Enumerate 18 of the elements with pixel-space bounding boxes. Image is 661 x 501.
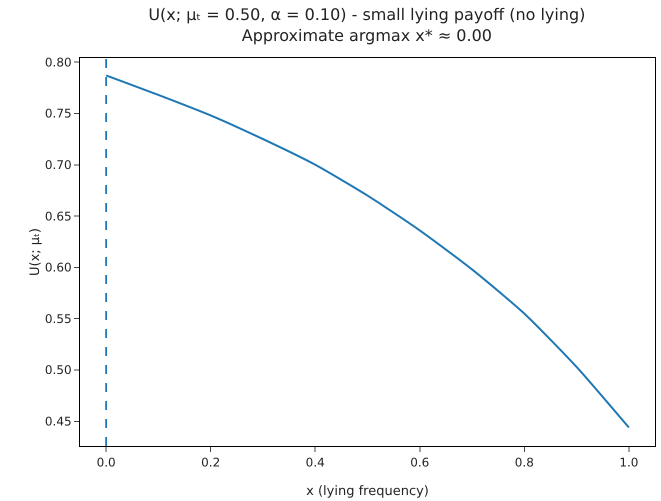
y-tick-label: 0.70 (44, 158, 72, 172)
y-tick-label: 0.45 (44, 414, 72, 429)
y-axis-title: U(x; μₜ) (28, 228, 43, 276)
x-tick-label: 0.2 (201, 455, 220, 470)
chart-subtitle: Approximate argmax x* ≈ 0.00 (242, 26, 492, 45)
y-tick-label: 0.55 (44, 312, 72, 326)
y-tick-label: 0.65 (44, 209, 72, 224)
y-tick-label: 0.80 (44, 55, 72, 70)
x-tick-label: 0.8 (514, 455, 534, 470)
y-tick-label: 0.75 (44, 106, 72, 121)
x-axis-title: x (lying frequency) (306, 484, 429, 499)
y-tick-label: 0.50 (44, 363, 72, 378)
chart-title: U(x; μₜ = 0.50, α = 0.10) - small lying payoff (no lying) (148, 5, 586, 24)
x-tick-label: 0.4 (306, 455, 325, 470)
x-tick-label: 0.0 (96, 455, 116, 470)
x-tick-label: 0.6 (410, 455, 430, 470)
y-tick-label: 0.60 (44, 260, 72, 275)
x-tick-label: 1.0 (619, 455, 638, 470)
